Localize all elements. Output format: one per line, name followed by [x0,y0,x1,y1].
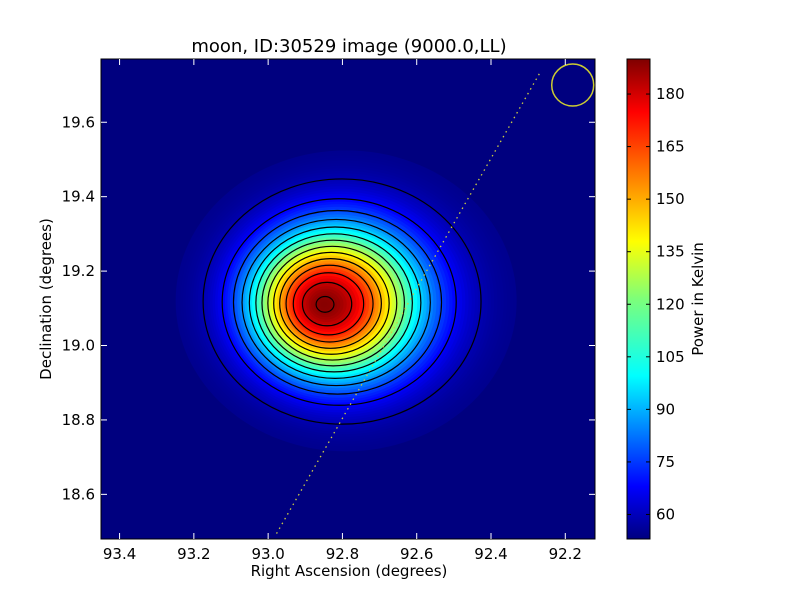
y-axis-label: Declination (degrees) [37,218,55,380]
colorbar-label: Power in Kelvin [689,242,707,356]
plot-frame [100,58,596,540]
x-tick-label: 93.4 [103,545,136,563]
plot-area [101,59,595,539]
contour-line [241,218,431,387]
y-tick-label: 19.0 [62,337,95,355]
x-tick-label: 93.0 [251,545,284,563]
contour-line [221,198,457,406]
colorbar-tick-label: 135 [656,243,685,261]
colorbar-tick-label: 150 [656,190,685,208]
colorbar-tick-label: 180 [656,85,685,103]
contour-line [255,233,413,373]
y-tick-label: 19.4 [62,188,95,206]
y-tick-label: 19.2 [62,262,95,280]
x-tick-label: 92.6 [400,545,433,563]
contour-line [202,178,482,425]
contour-line [248,226,422,379]
x-tick-label: 93.2 [177,545,210,563]
heat-band [323,304,325,306]
y-axis-ticks: 18.6 18.8 19.0 19.2 19.4 19.6 [62,113,595,503]
contour-line [232,209,443,395]
colorbar [626,58,651,540]
contour-line [279,258,382,349]
contour-line [292,272,365,336]
colorbar-tick-label: 105 [656,348,685,366]
colorbar-tick-label: 120 [656,295,685,313]
contours [202,178,482,425]
x-axis-label: Right Ascension (degrees) [251,562,448,580]
contour-line [273,251,390,355]
colorbar-tick-label: 165 [656,138,685,156]
colorbar-ticks: 60 75 90 105 120 135 150 165 180 [627,85,685,523]
contour-line [261,239,406,367]
y-tick-label: 19.6 [62,113,95,131]
x-tick-label: 92.8 [326,545,359,563]
scan-line [275,73,540,536]
contour-line [267,245,398,361]
contour-line [301,281,353,327]
x-axis-ticks: 93.4 93.2 93.0 92.8 92.6 92.4 92.2 [103,59,582,563]
beam-circle [550,63,595,107]
colorbar-tick-label: 90 [656,400,675,418]
contour-line [285,264,374,343]
y-tick-label: 18.6 [62,485,95,503]
heat-map [175,150,517,452]
contour-line [315,295,335,313]
colorbar-tick-label: 75 [656,453,675,471]
x-tick-label: 92.4 [474,545,507,563]
chart-title: moon, ID:30529 image (9000.0,LL) [191,36,506,57]
x-tick-label: 92.2 [549,545,582,563]
colorbar-tick-label: 60 [656,505,675,523]
y-tick-label: 18.8 [62,411,95,429]
